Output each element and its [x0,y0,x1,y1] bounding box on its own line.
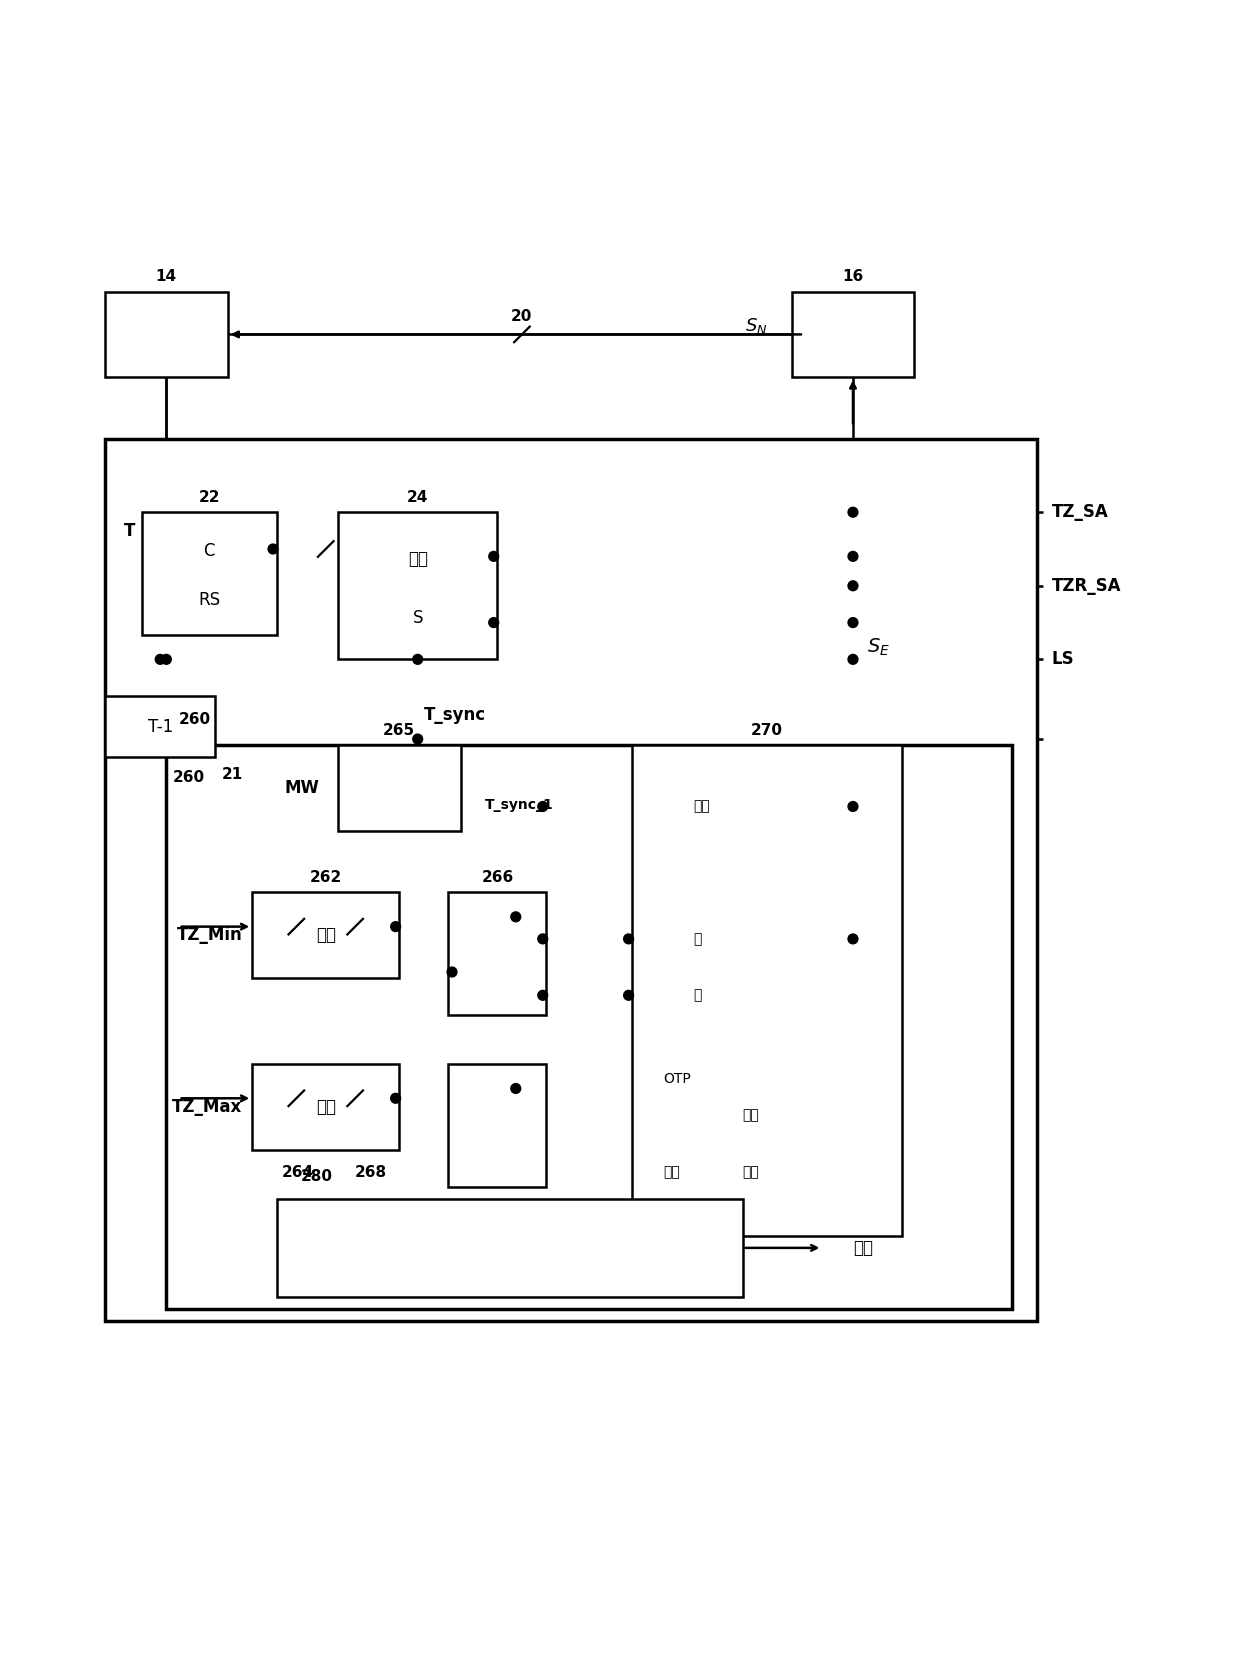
Text: 下限: 下限 [316,926,336,944]
Circle shape [155,655,165,665]
Circle shape [448,967,456,977]
Circle shape [848,801,858,811]
Text: 260: 260 [172,770,205,784]
Circle shape [511,1084,521,1094]
Text: 数据: 数据 [743,1109,759,1122]
Circle shape [848,552,858,562]
Text: 上: 上 [693,932,702,946]
Text: 上电: 上电 [663,1165,680,1178]
Text: 22: 22 [198,490,219,505]
Circle shape [538,991,548,1001]
Text: T: T [124,522,135,540]
Text: 下: 下 [693,989,702,1002]
Circle shape [413,655,423,665]
Circle shape [848,507,858,517]
Bar [339,512,497,660]
Text: TZ_Min: TZ_Min [176,926,242,944]
Text: 上限: 上限 [316,1099,336,1115]
Text: TZR_SA: TZR_SA [1052,577,1121,595]
Text: T_sync: T_sync [424,706,486,725]
Circle shape [848,618,858,628]
Text: 265: 265 [383,723,415,738]
Circle shape [848,934,858,944]
Text: TZ_SA: TZ_SA [1052,504,1109,522]
Text: 21: 21 [222,768,243,783]
Circle shape [489,618,498,628]
Text: 时钟: 时钟 [693,799,711,813]
Text: 262: 262 [310,871,342,886]
Circle shape [489,552,498,562]
Bar [252,1064,399,1150]
Text: 270: 270 [751,723,784,738]
Circle shape [511,912,521,922]
Text: LS: LS [1052,650,1074,668]
Bar [105,439,1037,1321]
Text: 20: 20 [511,309,533,324]
Bar [277,1198,743,1296]
Text: 数据: 数据 [408,550,428,568]
Circle shape [538,934,548,944]
Text: T-1: T-1 [148,718,172,736]
Text: MW: MW [285,779,320,798]
Text: 负载: 负载 [743,1165,759,1178]
Text: 标志: 标志 [853,1238,873,1256]
Text: 280: 280 [301,1168,334,1183]
Bar [791,291,914,377]
Circle shape [848,655,858,665]
Circle shape [624,934,634,944]
Circle shape [413,735,423,745]
Circle shape [538,801,548,811]
Text: T_sync_1: T_sync_1 [485,798,554,813]
Text: C: C [203,542,215,560]
Circle shape [624,991,634,1001]
Bar [449,892,547,1015]
Text: TZ_Max: TZ_Max [172,1099,242,1115]
Bar [449,1064,547,1187]
Text: 264: 264 [281,1165,314,1180]
Bar [339,745,460,831]
Text: 14: 14 [156,269,177,284]
Bar [166,745,1012,1310]
Circle shape [848,582,858,590]
Bar [105,291,228,377]
Circle shape [391,922,401,931]
Text: 24: 24 [407,490,428,505]
Circle shape [391,1094,401,1104]
Circle shape [161,655,171,665]
Text: S: S [413,610,423,627]
Text: 16: 16 [842,269,863,284]
Text: 266: 266 [481,871,513,886]
Bar [632,745,901,1235]
Text: $S_E$: $S_E$ [867,637,890,658]
Bar [252,892,399,979]
Text: RS: RS [198,592,221,610]
Text: OTP: OTP [663,1072,691,1085]
Text: $S_N$: $S_N$ [744,316,768,336]
Bar [141,512,277,635]
Circle shape [268,543,278,553]
Text: 260: 260 [179,711,211,726]
Text: 268: 268 [355,1165,387,1180]
Bar [105,696,216,758]
